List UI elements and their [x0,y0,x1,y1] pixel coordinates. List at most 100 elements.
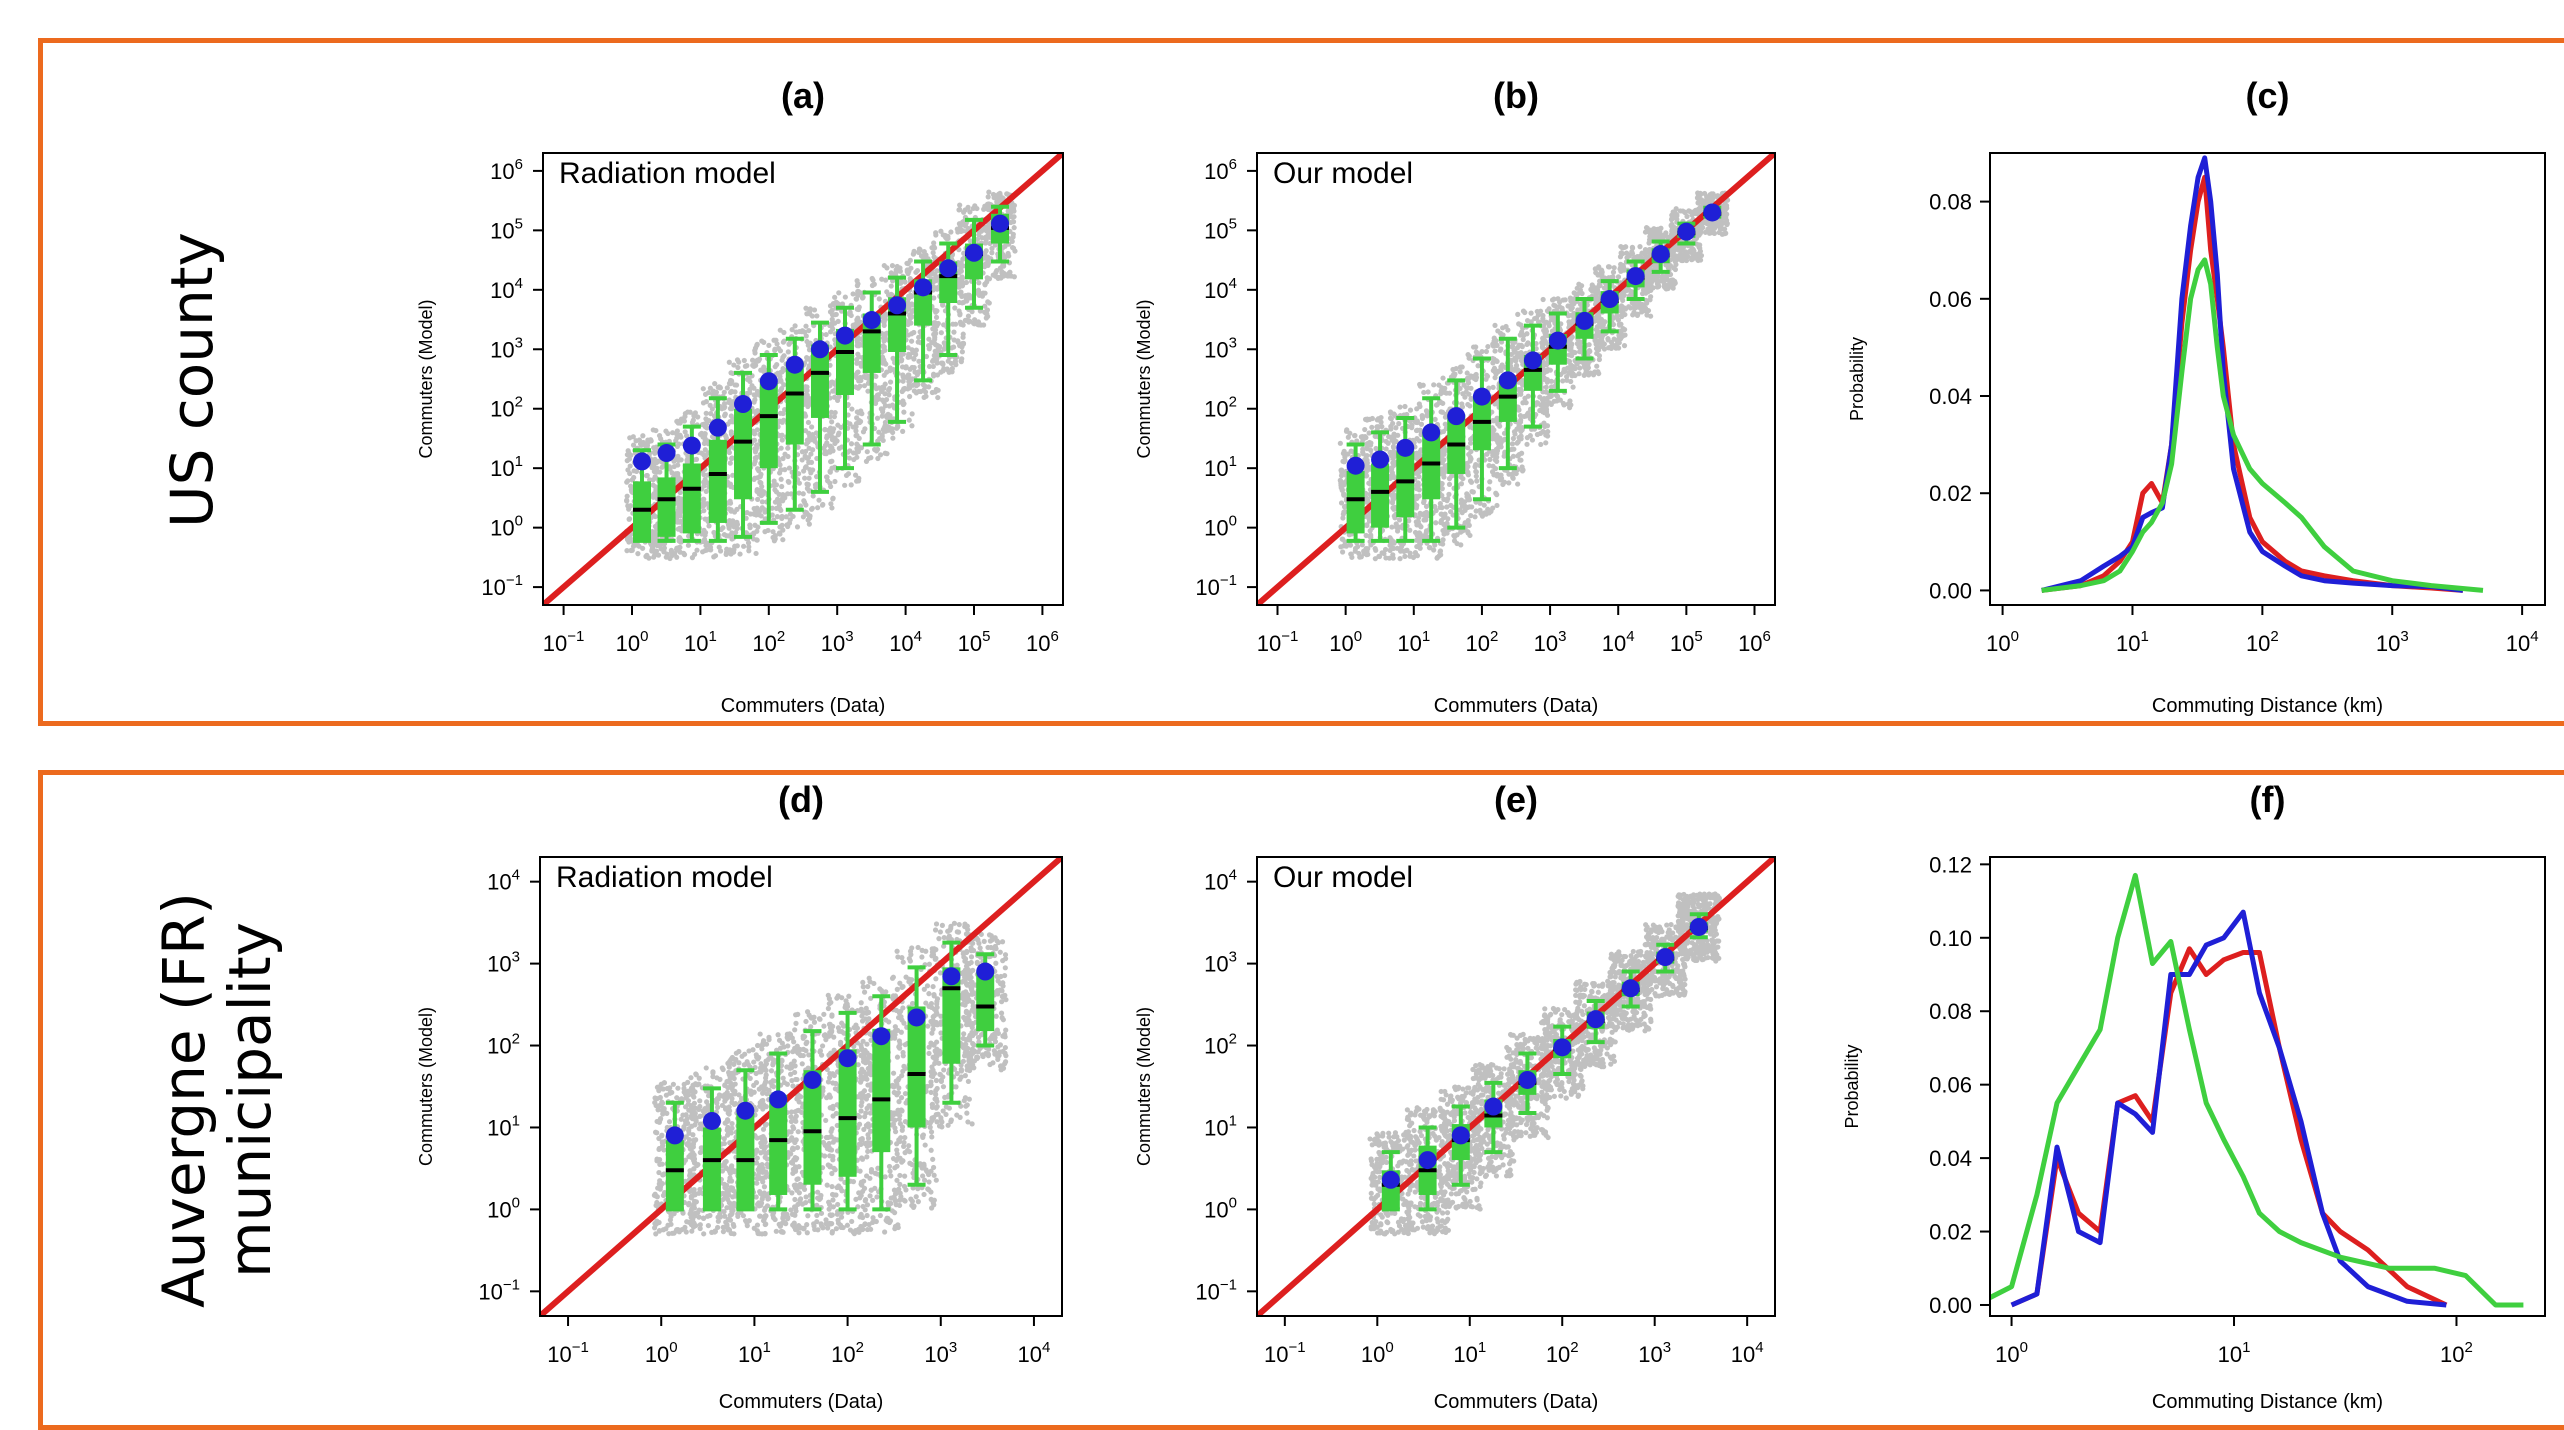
y-tick-label: 104 [1204,275,1237,303]
y-tick-label: 100 [1204,513,1237,541]
x-tick-label: 100 [616,628,649,656]
mean-dot [1601,290,1619,308]
mean-dot [1396,439,1414,457]
mean-dot [863,311,881,329]
y-tick-label: 10−1 [481,572,523,600]
y-tick-label: 0.08 [1929,190,1972,215]
y-tick-label: 102 [1204,394,1237,422]
panel-title: (f) [2250,779,2286,820]
x-tick-label: 101 [2218,1339,2251,1367]
x-axis-label: Commuters (Data) [1434,695,1598,717]
mean-dot [666,1126,684,1144]
mean-dot [836,327,854,345]
boxplot-box [1347,471,1365,533]
x-tick-label: 10−1 [547,1339,589,1367]
x-tick-label: 101 [684,628,717,656]
x-tick-label: 102 [752,628,785,656]
plot-frame [1990,153,2545,605]
series-line-red [2012,949,2447,1305]
mean-dot [1703,203,1721,221]
boxplot-box [666,1140,684,1209]
y-tick-label: 104 [487,867,520,895]
mean-dot [914,278,932,296]
mean-dot [1422,423,1440,441]
x-tick-label: 100 [645,1339,678,1367]
x-tick-label: 106 [1738,628,1771,656]
x-tick-label: 105 [1670,628,1703,656]
panel-title: (e) [1494,779,1538,820]
y-tick-label: 103 [490,334,523,362]
mean-dot [760,372,778,390]
boxplot-box [658,477,676,536]
mean-dot [1622,979,1640,997]
x-axis-label: Commuters (Data) [719,1391,883,1413]
series-line-blue [2012,912,2447,1305]
x-tick-label: 100 [1361,1339,1394,1367]
y-axis-label: Commuters (Model) [1134,299,1154,458]
mean-dot [1690,918,1708,936]
x-tick-label: 103 [821,628,854,656]
y-tick-label: 0.04 [1929,1146,1972,1171]
mean-dot [976,963,994,981]
plot-frame [1990,857,2545,1316]
y-tick-label: 103 [1204,334,1237,362]
x-tick-label: 100 [1995,1339,2028,1367]
y-tick-label: 106 [490,156,523,184]
x-tick-label: 100 [1986,628,2019,656]
mean-dot [769,1090,787,1108]
boxplot [709,398,727,541]
mean-dot [683,437,701,455]
mean-dot [908,1008,926,1026]
x-tick-label: 102 [2246,628,2279,656]
y-tick-label: 104 [490,275,523,303]
x-tick-label: 101 [1397,628,1430,656]
boxplot [683,427,701,541]
y-tick-label: 100 [490,513,523,541]
mean-dot [1347,457,1365,475]
y-tick-label: 105 [1204,215,1237,243]
boxplot-box [734,409,752,500]
y-tick-label: 10−1 [478,1276,520,1304]
y-tick-label: 102 [487,1031,520,1059]
y-tick-label: 102 [1204,1031,1237,1059]
mean-dot [965,244,983,262]
mean-dot [803,1071,821,1089]
boxplot-box [709,440,727,523]
mean-dot [872,1027,890,1045]
x-tick-label: 10−1 [543,628,585,656]
panel-annotation: Radiation model [559,157,776,190]
mean-dot [1652,245,1670,263]
mean-dot [786,356,804,374]
y-tick-label: 0.06 [1929,1073,1972,1098]
x-tick-label: 105 [958,628,991,656]
x-tick-label: 10−1 [1257,628,1299,656]
y-tick-label: 0.06 [1929,287,1972,312]
mean-dot [942,967,960,985]
panel-annotation: Our model [1273,861,1413,894]
y-tick-label: 101 [1204,453,1237,481]
y-tick-label: 105 [490,215,523,243]
y-tick-label: 0.00 [1929,1293,1972,1318]
panel-annotation: Our model [1273,157,1413,190]
mean-dot [1518,1071,1536,1089]
x-tick-label: 104 [889,628,922,656]
mean-dot [1677,223,1695,241]
x-tick-label: 102 [831,1339,864,1367]
x-tick-label: 103 [1534,628,1567,656]
boxplot-box [1422,432,1440,499]
x-tick-label: 101 [2116,628,2149,656]
identity-line [540,857,1062,1316]
boxplot [633,450,651,541]
y-tick-label: 100 [1204,1194,1237,1222]
x-axis-label: Commuters (Data) [1434,1391,1598,1413]
mean-dot [658,444,676,462]
panel-annotation: Radiation model [556,861,773,894]
mean-dot [839,1049,857,1067]
x-tick-label: 100 [1329,628,1362,656]
x-tick-label: 102 [2440,1339,2473,1367]
mean-dot [1627,267,1645,285]
boxplot-box [683,463,701,533]
mean-dot [1499,371,1517,389]
